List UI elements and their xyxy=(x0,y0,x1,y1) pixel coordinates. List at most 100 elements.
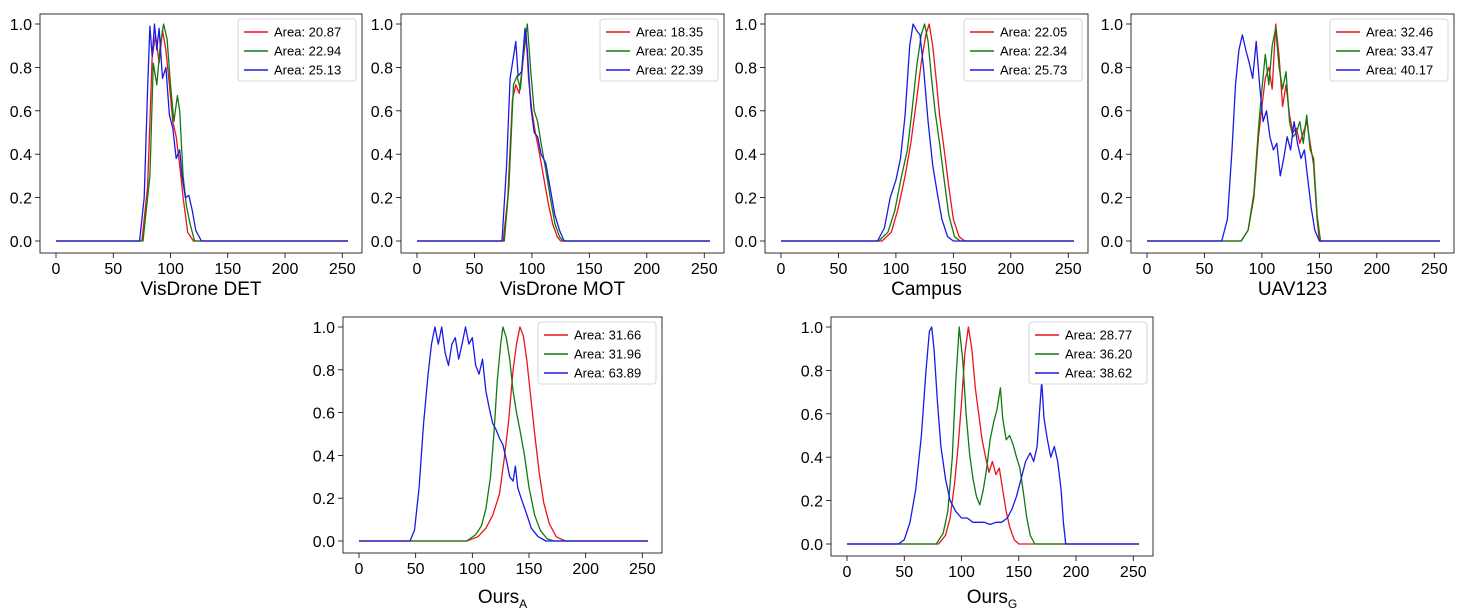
plot-frame xyxy=(39,13,363,254)
chart-title: Campus xyxy=(891,279,962,300)
x-tick-label: 100 xyxy=(948,564,975,581)
y-tick-label: 0.8 xyxy=(1101,60,1123,77)
series-line-red xyxy=(359,326,648,542)
legend-label: Area: 36.20 xyxy=(1065,347,1132,362)
y-tick-label: 1.0 xyxy=(1101,17,1123,34)
chart-title: OursG xyxy=(967,587,1018,611)
x-tick-label: 250 xyxy=(629,561,656,578)
legend-label: Area: 38.62 xyxy=(1065,366,1132,381)
legend: Area: 32.46 Area: 33.47 Area: 40.17 xyxy=(1329,18,1449,82)
x-tick-label: 0 xyxy=(1143,261,1152,278)
legend-box xyxy=(537,321,657,385)
x-tick-label: 200 xyxy=(1363,261,1390,278)
legend-label: Area: 32.46 xyxy=(1366,25,1433,40)
x-tick-label: 100 xyxy=(519,261,546,278)
x-tick-label: 250 xyxy=(329,261,356,278)
legend-label: Area: 20.87 xyxy=(274,25,341,40)
y-tick-label: 0.6 xyxy=(313,406,335,423)
x-tick-label: 150 xyxy=(1005,564,1032,581)
x-tick-label: 150 xyxy=(1306,261,1333,278)
legend-label: Area: 22.34 xyxy=(1000,44,1067,59)
y-tick-label: 0.0 xyxy=(735,234,757,251)
x-tick-label: 250 xyxy=(1120,564,1147,581)
y-tick-label: 1.0 xyxy=(735,17,757,34)
y-tick-label: 0.6 xyxy=(801,407,823,424)
x-tick-label: 200 xyxy=(572,561,599,578)
y-tick-label: 0.2 xyxy=(801,494,823,511)
y-tick-label: 0.0 xyxy=(371,234,393,251)
y-tick-label: 1.0 xyxy=(313,320,335,337)
legend-label: Area: 31.66 xyxy=(574,328,641,343)
chart-title-text: UAV123 xyxy=(1258,279,1327,300)
series-line-blue xyxy=(847,326,1139,545)
plot-frame xyxy=(830,316,1154,557)
x-tick-label: 0 xyxy=(52,261,61,278)
legend: Area: 20.87 Area: 22.94 Area: 25.13 xyxy=(237,18,357,82)
x-tick-label: 50 xyxy=(466,261,484,278)
x-tick-label: 0 xyxy=(843,564,852,581)
y-tick-label: 1.0 xyxy=(801,320,823,337)
chart-title: VisDrone MOT xyxy=(500,279,626,300)
y-tick-label: 0.8 xyxy=(371,60,393,77)
x-tick-label: 50 xyxy=(830,261,848,278)
legend-label: Area: 28.77 xyxy=(1065,328,1132,343)
y-tick-label: 0.2 xyxy=(735,191,757,208)
legend: Area: 28.77 Area: 36.20 Area: 38.62 xyxy=(1028,321,1148,385)
x-tick-label: 250 xyxy=(1421,261,1448,278)
legend: Area: 22.05 Area: 22.34 Area: 25.73 xyxy=(963,18,1083,82)
chart-panel-1: 0 50 100 150 200 250 0.0 0.2 0.4 0.6 0.8 1.0 Area: 2… xyxy=(10,13,363,300)
x-tick-label: 150 xyxy=(940,261,967,278)
x-tick-label: 0 xyxy=(413,261,422,278)
series-line-green xyxy=(781,23,1074,242)
y-tick-label: 0.0 xyxy=(10,234,32,251)
y-tick-label: 0.6 xyxy=(10,104,32,121)
x-tick-label: 100 xyxy=(157,261,184,278)
legend-label: Area: 63.89 xyxy=(574,366,641,381)
legend: Area: 18.35 Area: 20.35 Area: 22.39 xyxy=(599,18,719,82)
y-tick-label: 0.2 xyxy=(371,191,393,208)
x-tick-label: 50 xyxy=(407,561,425,578)
y-tick-label: 0.6 xyxy=(735,104,757,121)
legend-box xyxy=(1028,321,1148,385)
chart-title-text: Campus xyxy=(891,279,962,300)
legend-label: Area: 22.39 xyxy=(636,63,703,78)
series-line-blue xyxy=(359,326,648,542)
legend-label: Area: 31.96 xyxy=(574,347,641,362)
y-tick-label: 0.8 xyxy=(313,363,335,380)
chart-title-text: VisDrone MOT xyxy=(500,279,626,300)
series-line-green xyxy=(417,23,710,242)
y-tick-label: 0.4 xyxy=(10,147,32,164)
legend-label: Area: 25.73 xyxy=(1000,63,1067,78)
series-line-red xyxy=(781,23,1074,242)
legend-label: Area: 20.35 xyxy=(636,44,703,59)
legend-label: Area: 40.17 xyxy=(1366,63,1433,78)
y-tick-label: 0.8 xyxy=(735,60,757,77)
y-tick-label: 0.4 xyxy=(801,450,823,467)
y-tick-label: 0.0 xyxy=(1101,234,1123,251)
plot-frame xyxy=(764,13,1089,254)
chart-panel-3: 0 50 100 150 200 250 0.0 0.2 0.4 0.6 0.8 1.0 Area: 2… xyxy=(735,13,1089,300)
x-tick-label: 200 xyxy=(272,261,299,278)
x-tick-label: 100 xyxy=(459,561,486,578)
chart-title-text: Ours xyxy=(967,587,1008,608)
y-tick-label: 0.0 xyxy=(801,537,823,554)
chart-title-text: Ours xyxy=(478,587,519,608)
x-tick-label: 0 xyxy=(355,561,364,578)
x-tick-label: 150 xyxy=(576,261,603,278)
x-tick-label: 50 xyxy=(895,564,913,581)
series-line-blue xyxy=(56,23,348,242)
legend-box xyxy=(237,18,357,82)
legend-box xyxy=(963,18,1083,82)
chart-title: OursA xyxy=(478,587,527,611)
legend-label: Area: 22.05 xyxy=(1000,25,1067,40)
legend: Area: 31.66 Area: 31.96 Area: 63.89 xyxy=(537,321,657,385)
y-tick-label: 0.8 xyxy=(801,363,823,380)
series-line-green xyxy=(56,23,348,242)
series-line-red xyxy=(847,326,1139,545)
x-tick-label: 150 xyxy=(214,261,241,278)
x-tick-label: 200 xyxy=(1063,564,1090,581)
chart-title: VisDrone DET xyxy=(140,279,261,300)
x-tick-label: 250 xyxy=(691,261,718,278)
chart-panel-4: 0 50 100 150 200 250 0.0 0.2 0.4 0.6 0.8 1.0 Area: 3… xyxy=(1101,13,1455,300)
plot-frame xyxy=(342,316,663,554)
